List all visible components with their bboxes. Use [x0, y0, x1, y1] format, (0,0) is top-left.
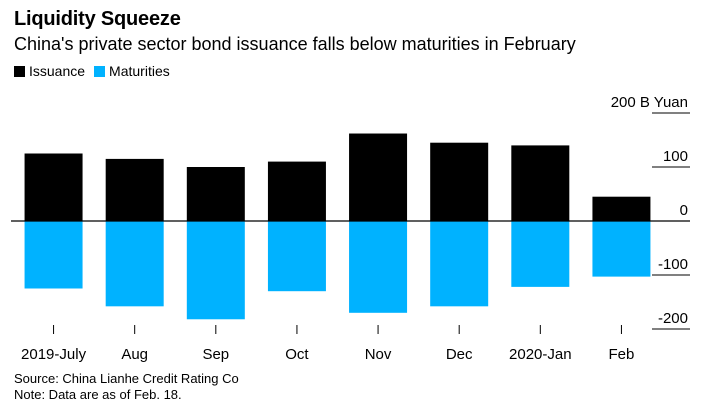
x-tick-label: Nov	[365, 346, 392, 363]
y-tick-label: 200 B Yuan	[611, 94, 688, 111]
bar-issuance-aug	[105, 158, 164, 221]
legend-swatch-maturities	[94, 65, 106, 77]
bar-issuance-dec	[430, 142, 489, 221]
bar-maturities-2020-jan	[511, 221, 570, 287]
chart-subtitle: China's private sector bond issuance fal…	[14, 34, 576, 54]
x-tick-label: Oct	[285, 346, 309, 363]
y-tick-label: -200	[658, 310, 688, 327]
bar-maturities-oct	[267, 221, 326, 292]
legend-item-issuance: Issuance	[14, 63, 85, 79]
bar-chart: -200 -100 0 100 200 B Yuan 2019-July Aug Sep Oct…	[11, 94, 690, 363]
legend-label-issuance: Issuance	[29, 63, 86, 79]
x-tick-label: Feb	[609, 346, 635, 363]
chart-footer: Source: China Lianhe Credit Rating Co No…	[14, 371, 239, 403]
bar-issuance-2020-jan	[511, 145, 570, 221]
y-tick-label: 0	[680, 202, 688, 219]
x-tick-label: 2019-July	[21, 346, 87, 363]
chart-title: Liquidity Squeeze	[14, 8, 181, 30]
bar-maturities-2019-july	[24, 221, 83, 289]
bar-maturities-aug	[105, 221, 164, 307]
bar-maturities-dec	[430, 221, 489, 307]
legend: Issuance Maturities	[14, 63, 179, 79]
y-tick-label: 100	[663, 148, 688, 165]
bar-issuance-nov	[349, 133, 408, 221]
bar-issuance-2019-july	[24, 153, 83, 221]
y-tick-label: -100	[658, 256, 688, 273]
bar-issuance-sep	[186, 167, 245, 221]
x-tick-label: Sep	[202, 346, 229, 363]
bar-maturities-sep	[186, 221, 245, 320]
x-tick-label: 2020-Jan	[509, 346, 572, 363]
data-note: Note: Data are as of Feb. 18.	[14, 387, 182, 402]
bar-maturities-feb	[592, 221, 651, 277]
x-tick-label: Dec	[446, 346, 473, 363]
bar-issuance-oct	[267, 161, 326, 221]
legend-swatch-issuance	[14, 65, 25, 77]
legend-label-maturities: Maturities	[109, 63, 170, 79]
source-note: Source: China Lianhe Credit Rating Co	[14, 371, 239, 386]
bar-maturities-nov	[349, 221, 408, 313]
x-tick-label: Aug	[121, 346, 148, 363]
bar-issuance-feb	[592, 196, 651, 221]
legend-item-maturities: Maturities	[94, 63, 170, 79]
